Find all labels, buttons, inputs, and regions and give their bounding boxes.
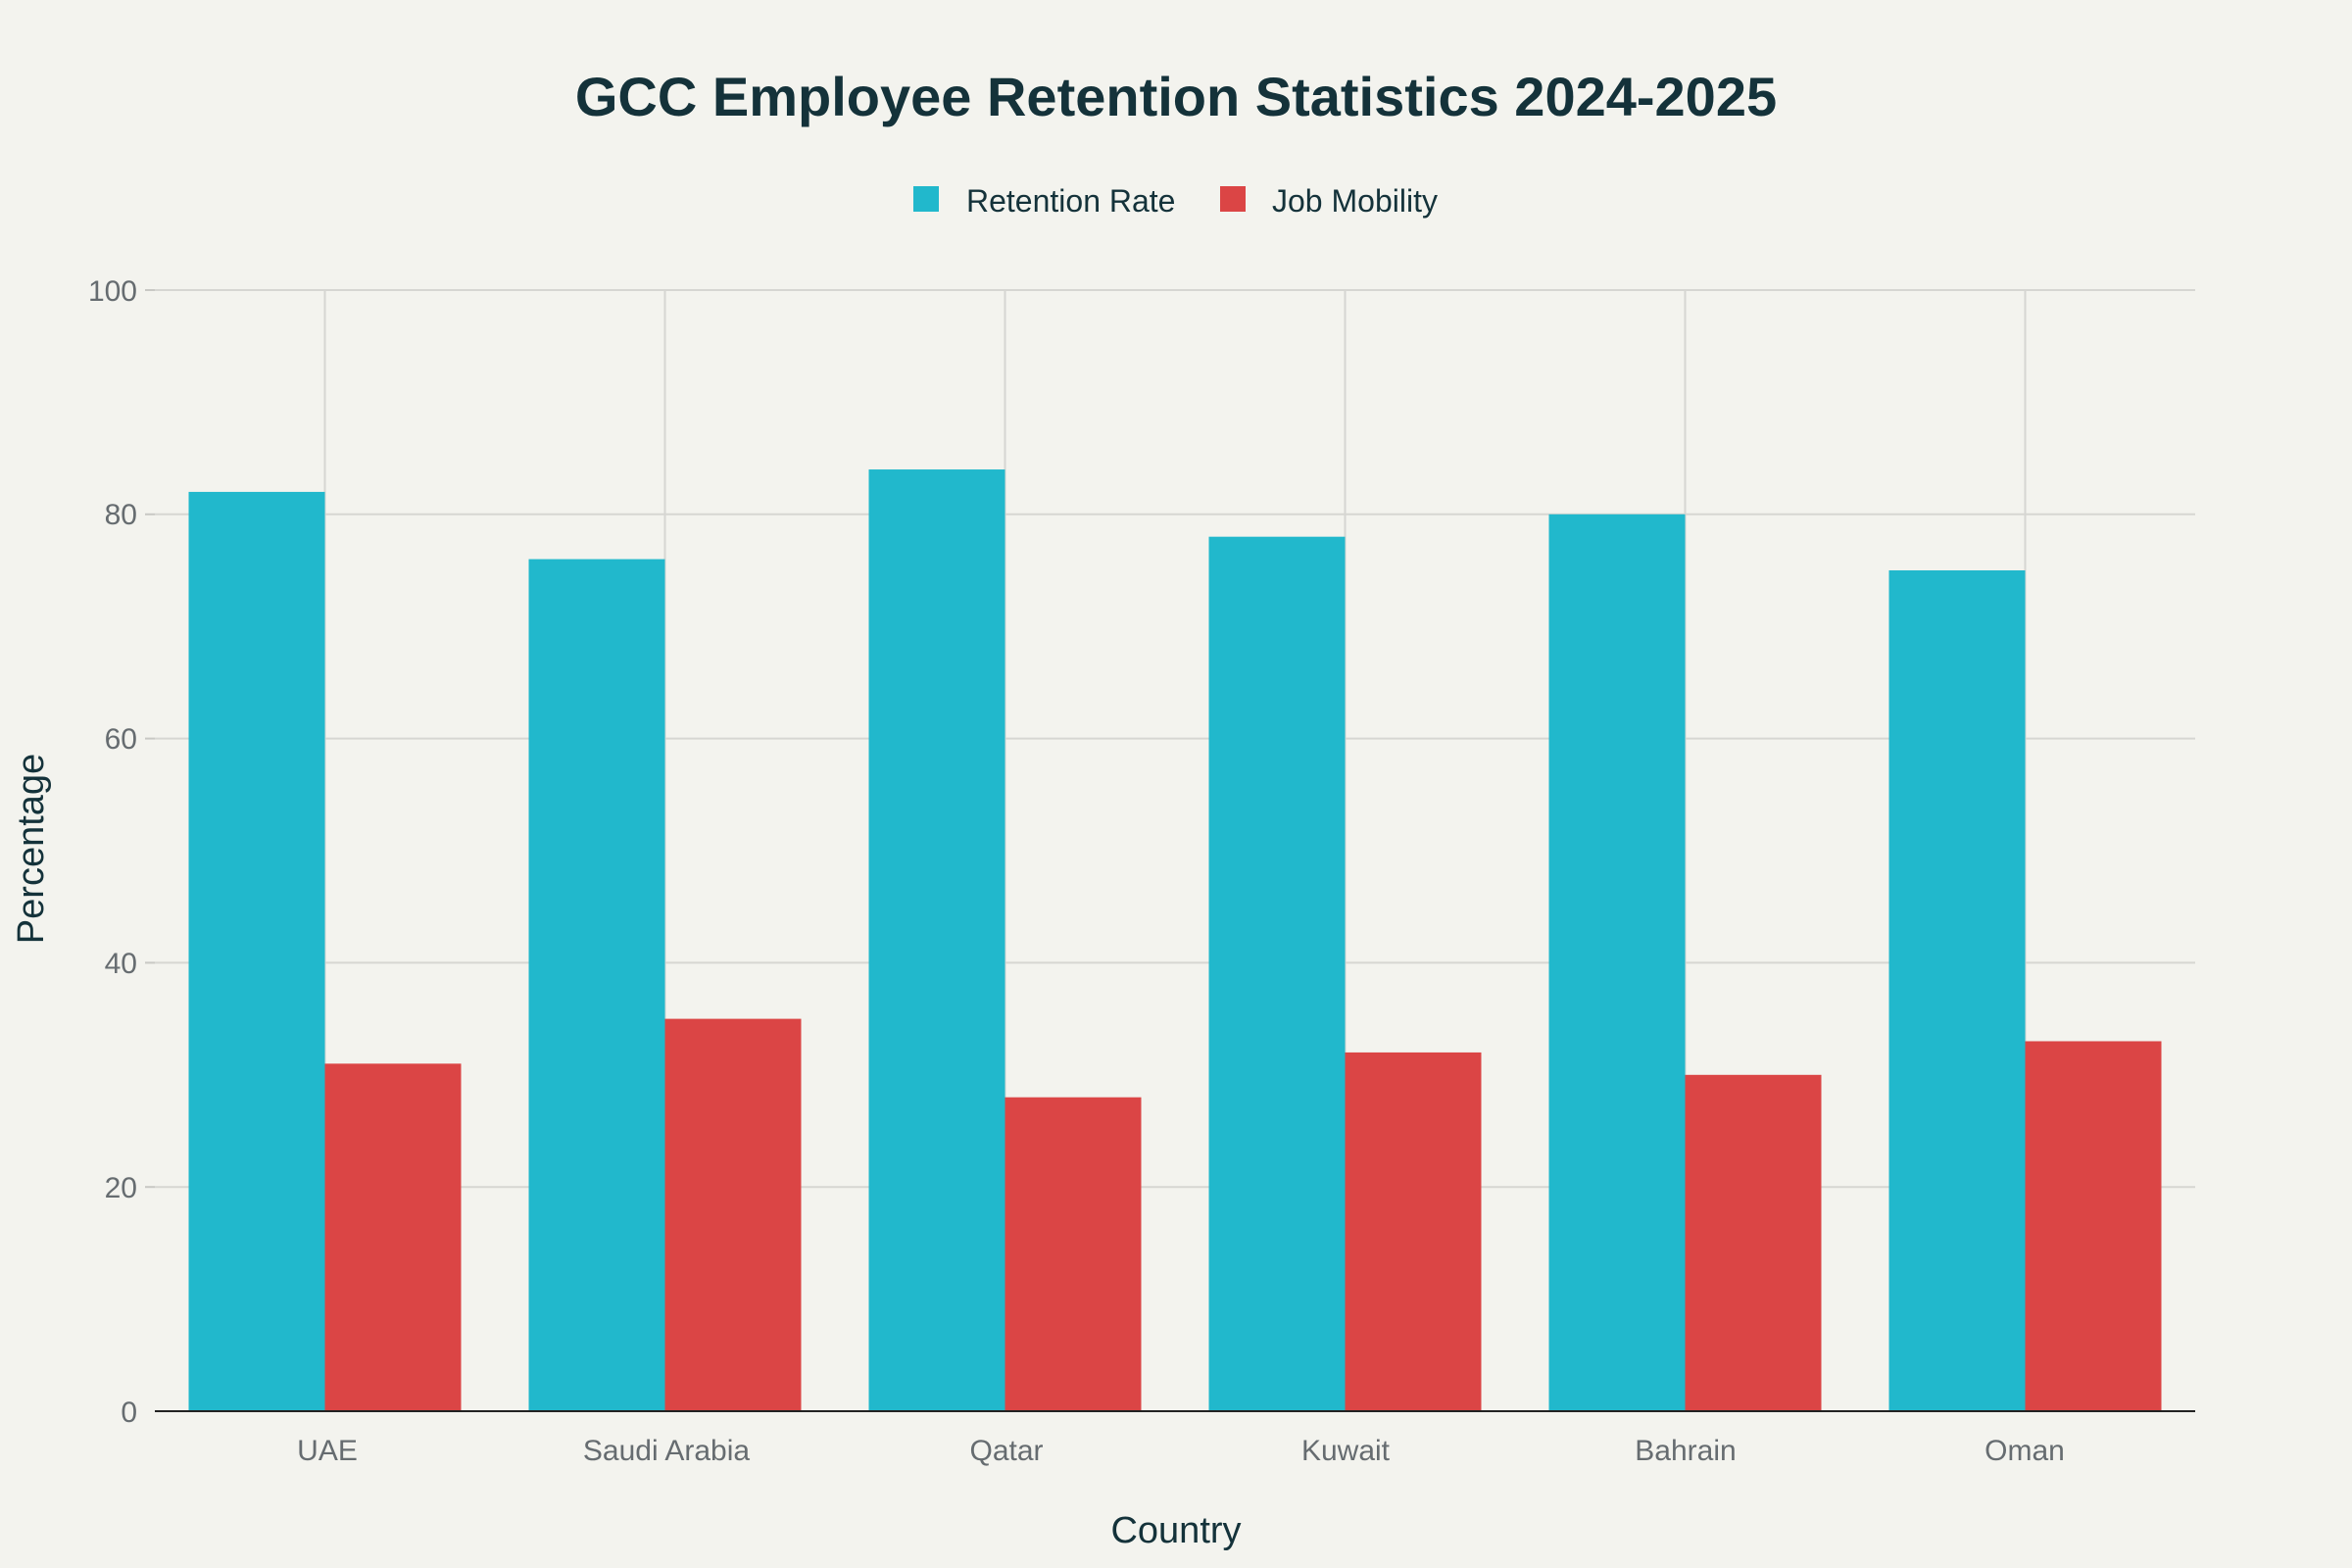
y-axis-title: Percentage (11, 754, 52, 944)
x-axis-ticks: UAE Saudi Arabia Qatar Kuwait Bahrain Om… (297, 1435, 2065, 1467)
bar-retention-rate-bahrain[interactable] (1548, 514, 1686, 1411)
legend-item-mobility[interactable]: Job Mobility (1220, 183, 1438, 219)
x-tick-label: Oman (1984, 1435, 2065, 1467)
bar-job-mobility-qatar[interactable] (1004, 1097, 1142, 1411)
legend-swatch-retention (913, 186, 939, 212)
y-tick-label: 100 (88, 275, 137, 308)
legend-swatch-mobility (1220, 186, 1246, 212)
x-tick-label: Saudi Arabia (583, 1435, 750, 1467)
y-tick-label: 60 (105, 723, 137, 756)
bar-retention-rate-qatar[interactable] (868, 469, 1005, 1411)
bar-retention-rate-uae[interactable] (188, 491, 325, 1411)
x-tick-label: Qatar (969, 1435, 1043, 1467)
x-axis-title: Country (1110, 1510, 1241, 1551)
bar-job-mobility-uae[interactable] (324, 1063, 462, 1411)
bar-job-mobility-oman[interactable] (2025, 1041, 2162, 1411)
legend-label-mobility: Job Mobility (1272, 183, 1438, 219)
y-tick-label: 80 (105, 499, 137, 531)
x-tick-label: Kuwait (1301, 1435, 1391, 1467)
bars (188, 469, 2162, 1411)
y-tick-label: 20 (105, 1172, 137, 1204)
chart-title: GCC Employee Retention Statistics 2024-2… (575, 66, 1777, 127)
bar-retention-rate-kuwait[interactable] (1208, 536, 1346, 1411)
bar-retention-rate-oman[interactable] (1888, 570, 2026, 1411)
legend-label-retention: Retention Rate (966, 183, 1175, 219)
y-axis-ticks: 0 20 40 60 80 100 (88, 275, 137, 1429)
x-tick-label: UAE (297, 1435, 358, 1467)
bar-job-mobility-saudi-arabia[interactable] (664, 1018, 802, 1411)
x-tick-label: Bahrain (1635, 1435, 1736, 1467)
y-tick-label: 0 (121, 1396, 137, 1429)
bar-retention-rate-saudi-arabia[interactable] (528, 559, 665, 1411)
bar-job-mobility-kuwait[interactable] (1345, 1052, 1482, 1411)
y-tick-label: 40 (105, 948, 137, 980)
legend-item-retention[interactable]: Retention Rate (913, 183, 1175, 219)
legend: Retention Rate Job Mobility (913, 183, 1438, 219)
bar-job-mobility-bahrain[interactable] (1685, 1074, 1822, 1411)
